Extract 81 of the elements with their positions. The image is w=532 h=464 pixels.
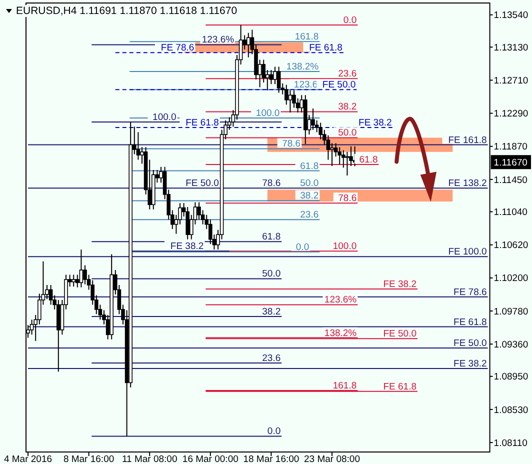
annotation: 61.8 [262, 232, 281, 243]
candlestick [292, 90, 296, 108]
annotation: 23.6 [338, 68, 357, 80]
annotation: 123.6% [202, 34, 235, 46]
y-tick-label: 1.11040 [494, 207, 528, 218]
annotation: 38.2 [262, 306, 281, 318]
x-tick-label: 4 Mar 2016 [4, 454, 52, 464]
annotation: 50.0 [262, 268, 281, 280]
x-tick-label: 8 Mar 16:00 [63, 454, 114, 464]
annotation: FE 61.8 [454, 316, 487, 328]
annotation: FE 38.2 [454, 358, 487, 370]
annotation: 61.8 [359, 154, 378, 166]
y-tick-label: 1.09780 [494, 306, 528, 318]
annotation: 78.6 [262, 178, 281, 190]
y-tick-label: 1.13130 [494, 42, 528, 54]
candlestick [246, 32, 250, 58]
x-tick-label: 18 Mar 16:00 [243, 454, 300, 464]
annotation: 138.2% [324, 328, 358, 339]
annotation: 161.8 [332, 380, 357, 392]
y-tick-label: 1.10620 [494, 240, 528, 252]
annotation: 0.0 [267, 426, 281, 438]
y-tick-label: 1.09360 [494, 339, 528, 350]
y-tick-label: 1.10200 [494, 273, 528, 284]
candlestick [330, 142, 334, 167]
y-tick-label: 1.08950 [494, 372, 528, 383]
annotation: FE 50.0 [383, 328, 416, 340]
annotation: FE 50.0 [186, 178, 219, 190]
annotation: FE 50.0 [454, 338, 487, 350]
y-tick-label: 1.08530 [494, 404, 528, 416]
annotation: 50.0 [338, 128, 357, 139]
annotation: 38.2 [338, 102, 357, 113]
candlestick [48, 284, 53, 306]
annotation: 123.6 [294, 80, 318, 91]
y-tick-label: 1.08110 [494, 438, 528, 449]
annotation: FE 38.2 [358, 117, 392, 128]
annotation: FE 61.8 [186, 117, 219, 128]
x-tick-label: 23 Mar 08:00 [304, 454, 360, 464]
candlestick [288, 90, 292, 113]
y-tick-label: 1.12710 [494, 76, 528, 87]
annotation: 61.8 [300, 160, 319, 172]
y-tick-label: 1.11870 [494, 142, 528, 153]
annotation: FE 161.8 [448, 134, 487, 146]
annotation: 161.8 [294, 32, 319, 43]
annotation: 138.2% [286, 62, 320, 73]
candlestick [345, 151, 350, 176]
annotation: 78.6 [338, 193, 357, 204]
annotation: 50.0 [300, 178, 319, 190]
annotation: 123.6% [324, 294, 358, 306]
candlestick [186, 206, 190, 240]
y-tick-label: 1.13540 [494, 10, 528, 22]
text: 1.11670 [494, 157, 528, 168]
candlestick [273, 66, 277, 85]
annotation: FE 38.2 [170, 241, 204, 252]
annotation: 23.6 [300, 210, 319, 221]
annotation: 78.6 [282, 138, 301, 150]
annotation: 0.0 [296, 242, 310, 253]
annotation: FE 38.2 [383, 278, 416, 290]
annotation: FE 50.0 [322, 80, 356, 91]
annotation: FE 78.6 [454, 286, 487, 298]
candlestick [72, 274, 76, 288]
annotation: 23.6 [262, 352, 281, 364]
annotation: 100.0 [152, 112, 176, 123]
candlestick [197, 202, 201, 220]
annotation: 100.0 [256, 108, 280, 120]
candlestick [79, 249, 84, 288]
y-tick-label: 1.11450 [494, 174, 528, 186]
annotation: FE 138.2 [448, 178, 487, 190]
annotation: 100.0 [332, 241, 357, 252]
annotation: FE 61.8 [309, 42, 342, 54]
candlestick [276, 66, 281, 94]
annotation: 38.2 [300, 190, 319, 202]
annotation: FE 100.0 [448, 246, 487, 258]
chart-title: EURUSD,H4 1.11691 1.11870 1.11618 1.11670 [16, 5, 238, 17]
annotation: FE 78.6 [160, 42, 194, 54]
candlestick [338, 146, 342, 165]
x-tick-label: 16 Mar 00:00 [182, 454, 238, 464]
candlestick [311, 108, 315, 130]
y-tick-label: 1.12290 [494, 108, 528, 120]
annotation: FE 61.8 [383, 381, 416, 392]
x-tick-label: 11 Mar 08:00 [122, 454, 178, 464]
annotation: 0.0 [343, 15, 357, 26]
